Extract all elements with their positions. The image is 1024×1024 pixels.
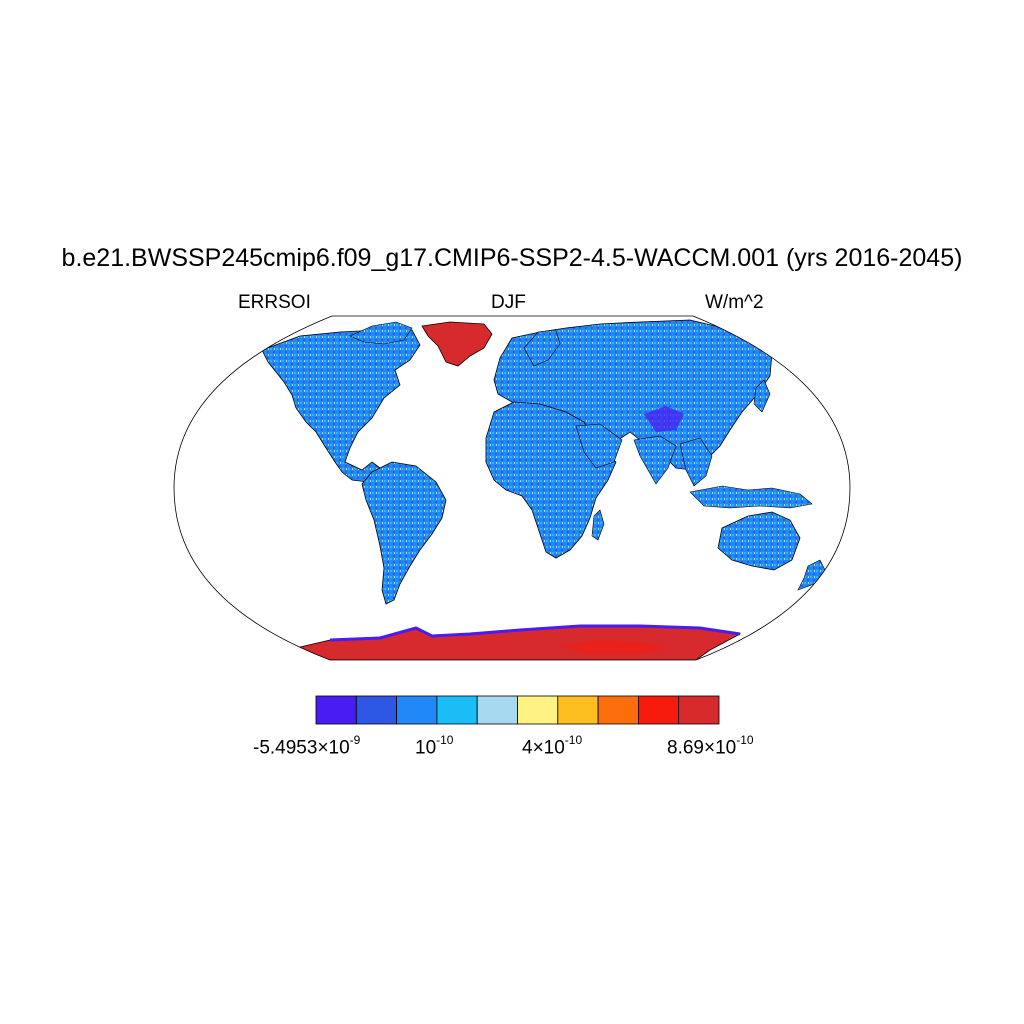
colorbar-label-max: 8.69×10-10 [667,733,754,759]
colorbar-swatch-3 [436,695,478,725]
units-label: W/m^2 [705,292,764,313]
colorbar-label-min: -5.4953×10-9 [253,733,361,759]
map-boundary [173,315,851,661]
landmass-madagascar [591,509,605,541]
colorbar [315,695,720,725]
colorbar-swatch-9 [678,695,720,725]
landmass-indochina [679,437,713,487]
landmass-scandinavia [523,329,561,367]
colorbar-swatch-2 [396,695,438,725]
season-label: DJF [491,292,526,313]
field-tibet-low [644,406,684,432]
colorbar-swatch-1 [355,695,397,725]
colorbar-swatch-4 [476,695,518,725]
landmass-india [633,435,677,485]
antarctic-coast-band [329,624,741,642]
landmass-japan [753,379,771,413]
colorbar-label-2: 10-10 [415,733,454,759]
colorbar-swatch-5 [517,695,559,725]
map-title: b.e21.BWSSP245cmip6.f09_g17.CMIP6-SSP2-4… [61,244,963,272]
colorbar-swatch-7 [597,695,639,725]
variable-label: ERRSOI [238,292,311,313]
colorbar-label-3: 4×10-10 [522,733,583,759]
landmass-indonesia [689,485,813,509]
field-antarctic-interior [560,640,670,654]
colorbar-swatch-8 [638,695,680,725]
colorbar-swatch-6 [557,695,599,725]
landmass-south-america [361,461,447,605]
landmass-greenland [421,321,493,367]
landmass-arctic-archipelago [349,321,413,345]
colorbar-swatch-0 [315,695,357,725]
landmass-north-america [261,329,421,486]
landmass-arabia [575,423,623,469]
landmass-australia [717,511,801,571]
